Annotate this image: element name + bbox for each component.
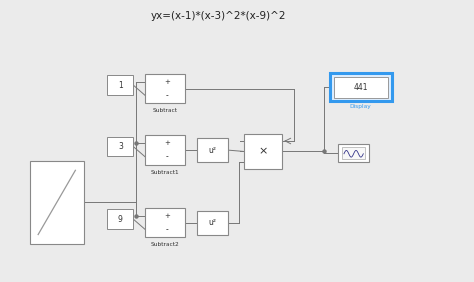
Text: 3: 3 — [118, 142, 123, 151]
Text: yx=(x-1)*(x-3)^2*(x-9)^2: yx=(x-1)*(x-3)^2*(x-9)^2 — [150, 11, 286, 21]
Text: -: - — [166, 91, 169, 100]
Text: -: - — [166, 225, 169, 234]
FancyBboxPatch shape — [108, 137, 133, 156]
FancyBboxPatch shape — [197, 211, 228, 235]
FancyBboxPatch shape — [145, 208, 185, 237]
Text: ×: × — [258, 146, 268, 157]
Text: 441: 441 — [354, 83, 368, 92]
FancyBboxPatch shape — [145, 135, 185, 165]
Text: +: + — [164, 140, 170, 146]
FancyBboxPatch shape — [338, 144, 369, 162]
Text: +: + — [164, 79, 170, 85]
FancyBboxPatch shape — [30, 160, 84, 244]
FancyBboxPatch shape — [342, 147, 365, 158]
Text: +: + — [164, 213, 170, 219]
FancyBboxPatch shape — [108, 75, 133, 95]
Text: u²: u² — [208, 146, 216, 155]
FancyBboxPatch shape — [334, 77, 388, 98]
FancyBboxPatch shape — [145, 74, 185, 103]
Text: u²: u² — [208, 218, 216, 227]
Text: Subtract: Subtract — [153, 108, 178, 113]
Text: 1: 1 — [118, 81, 123, 90]
FancyBboxPatch shape — [244, 134, 282, 169]
Text: -: - — [166, 152, 169, 161]
Text: Subtract2: Subtract2 — [151, 242, 180, 247]
Text: Subtract1: Subtract1 — [151, 170, 180, 175]
FancyBboxPatch shape — [108, 210, 133, 229]
Text: 9: 9 — [118, 215, 123, 224]
Text: Display: Display — [350, 104, 372, 109]
FancyBboxPatch shape — [197, 138, 228, 162]
FancyBboxPatch shape — [330, 73, 392, 101]
